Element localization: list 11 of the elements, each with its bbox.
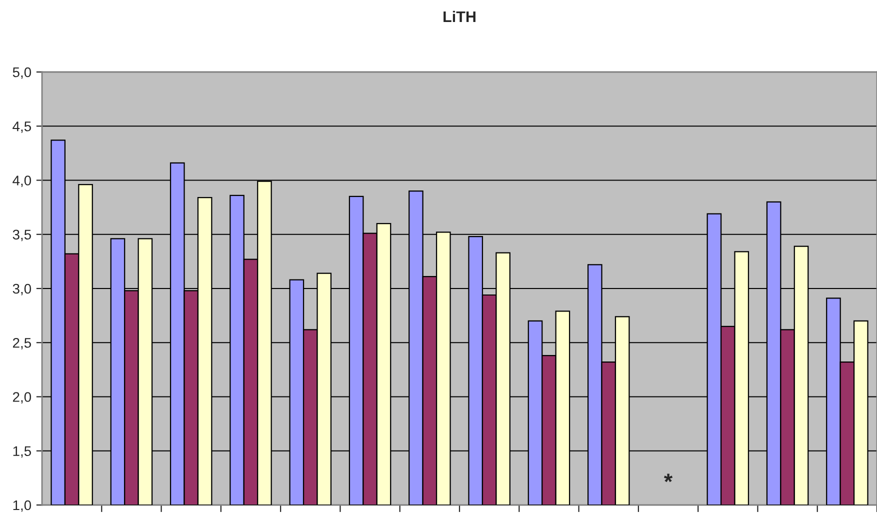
annotation: * [664, 474, 673, 482]
y-tick-label: 1,0 [13, 500, 32, 512]
y-tick-label: 2,5 [12, 338, 32, 350]
y-tick-label: 5,0 [12, 67, 32, 79]
y-tick-label: 4,5 [12, 122, 32, 133]
y-tick-label: 1,5 [13, 446, 32, 458]
y-tick-label: 3,5 [12, 230, 32, 242]
y-tick-label: 3,0 [12, 284, 32, 296]
y-tick-label: 4,0 [12, 176, 32, 188]
chart-title: LiTH [444, 10, 476, 22]
y-tick-label: 2,0 [12, 392, 32, 404]
